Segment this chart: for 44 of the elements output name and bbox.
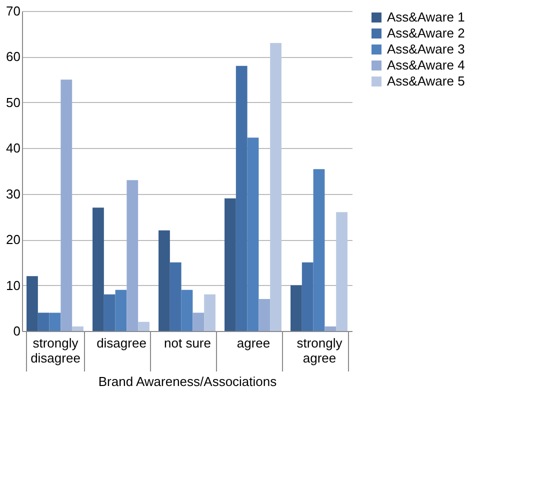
bar [138,322,150,331]
legend-label: Ass&Aware 5 [387,74,465,88]
bar [115,290,127,331]
bar [60,80,72,331]
bar [38,312,50,331]
bar [49,312,61,331]
bar [236,66,248,331]
bar [247,138,259,331]
bar [324,326,336,331]
bar [92,208,104,331]
y-tick-label: 50 [6,94,20,110]
y-tick-label: 40 [6,140,20,156]
bar [290,285,302,331]
y-tick-label: 60 [6,49,20,64]
bar [72,326,84,331]
bar [192,312,204,331]
legend-label: Ass&Aware 1 [387,10,465,24]
bar [270,43,282,331]
x-axis-title: Brand Awareness/Associations [98,374,278,389]
bar [313,169,325,331]
bar [170,262,182,331]
y-tick-label: 0 [13,324,20,338]
legend-label: Ass&Aware 2 [387,26,465,40]
bar [126,180,138,331]
y-tick-label: 10 [6,278,20,293]
bar [104,294,116,331]
bar [336,212,348,331]
x-tick-label: strongly disagree [30,336,80,366]
x-tick-label: agree [236,336,270,350]
y-tick-label: 20 [6,232,20,248]
bar [204,294,216,331]
bar [181,290,193,331]
bar [26,276,38,331]
x-tick-label: strongly agree [296,336,343,366]
x-tick-label: disagree [96,336,146,350]
bar [302,262,314,331]
bar [258,299,270,331]
legend-label: Ass&Aware 4 [387,58,465,72]
bar [224,198,236,331]
y-tick-label: 30 [6,186,20,202]
legend-label: Ass&Aware 3 [387,42,465,56]
y-tick-label: 70 [6,4,20,18]
x-tick-label: not sure [164,336,211,350]
bar [158,230,170,331]
